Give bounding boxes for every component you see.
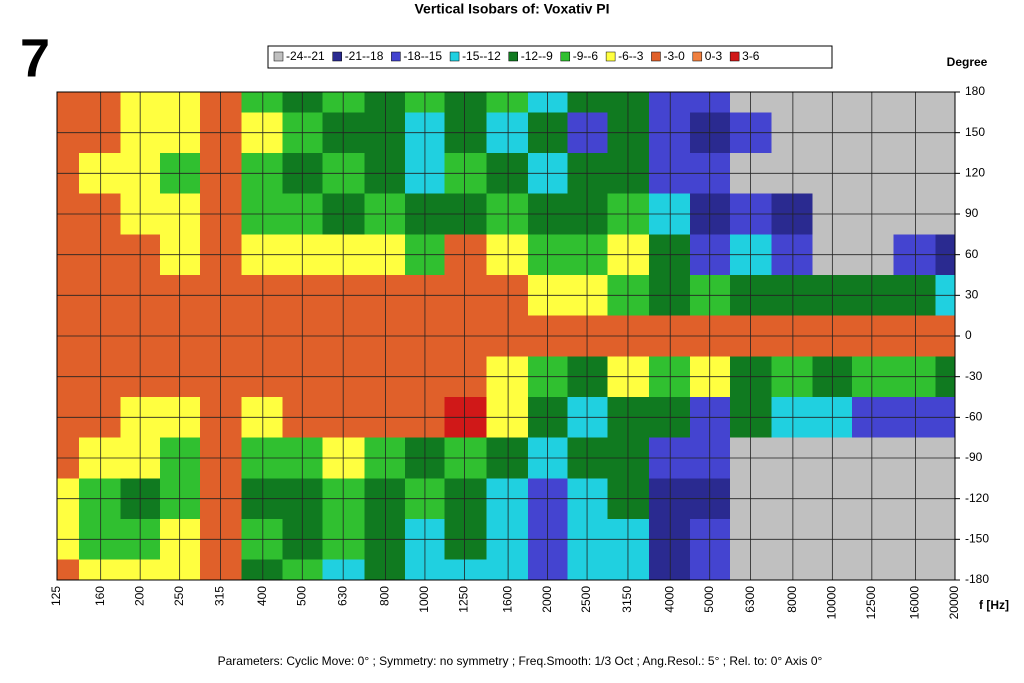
contour-cell xyxy=(935,559,955,580)
contour-cell xyxy=(935,92,955,113)
legend-swatch xyxy=(449,51,460,62)
y-tick-label: 180 xyxy=(965,84,985,98)
legend-label: 3-6 xyxy=(742,49,760,63)
x-tick-label: 250 xyxy=(172,586,186,606)
contour-cell xyxy=(771,559,813,580)
y-tick-label: -90 xyxy=(965,450,983,464)
contour-cell xyxy=(893,92,936,113)
legend-swatch xyxy=(560,51,571,62)
legend-box xyxy=(267,45,833,69)
legend-swatch xyxy=(651,51,661,62)
legend-label: -15--12 xyxy=(462,49,501,63)
y-tick-label: 0 xyxy=(965,328,972,342)
x-tick-label: 125 xyxy=(49,586,63,606)
contour-cell xyxy=(852,92,894,113)
x-tick-label: 3150 xyxy=(620,586,634,613)
x-tick-label: 6300 xyxy=(743,586,757,613)
contour-cell xyxy=(241,92,283,113)
contour-cell xyxy=(78,92,121,113)
x-tick-label: 160 xyxy=(93,586,107,606)
y-tick-label: -120 xyxy=(965,491,989,505)
legend-label: -24--21 xyxy=(286,49,325,63)
y-tick-label: -150 xyxy=(965,532,989,546)
legend-label: -9--6 xyxy=(573,49,599,63)
legend-label: -21--18 xyxy=(345,49,384,63)
x-tick-label: 315 xyxy=(213,586,227,606)
x-tick-label: 8000 xyxy=(785,586,799,613)
legend-swatch xyxy=(273,51,284,62)
x-tick-label: 10000 xyxy=(825,586,839,620)
x-tick-label: 20000 xyxy=(947,586,961,620)
y-tick-label: 60 xyxy=(965,247,979,261)
x-tick-label: 630 xyxy=(335,586,349,606)
x-tick-label: 16000 xyxy=(908,586,922,620)
legend-swatch xyxy=(332,51,342,62)
x-tick-label: 500 xyxy=(294,586,308,606)
x-tick-label: 5000 xyxy=(702,586,716,613)
contour-cell xyxy=(57,92,79,113)
contour-cell xyxy=(649,92,690,113)
legend-label: -18--15 xyxy=(403,49,442,63)
legend-label: 0-3 xyxy=(705,49,723,63)
x-tick-label: 800 xyxy=(378,586,392,606)
contour-cell xyxy=(444,559,487,580)
y-tick-label: 30 xyxy=(965,288,979,302)
x-tick-label: 2000 xyxy=(540,586,554,613)
y-tick-label: 150 xyxy=(965,125,985,139)
footer: Parameters: Cyclic Move: 0° ; Symmetry: … xyxy=(218,654,823,668)
x-tick-label: 2500 xyxy=(579,586,593,613)
legend-swatch xyxy=(391,51,401,62)
x-tick-label: 12500 xyxy=(864,586,878,620)
chart-title: Vertical Isobars of: Voxativ PI xyxy=(414,1,609,17)
plot-frame xyxy=(56,91,956,581)
x-tick-label: 200 xyxy=(132,586,146,606)
contour-cell xyxy=(486,559,528,580)
contour-cell xyxy=(852,559,894,580)
contour-cell xyxy=(364,92,406,113)
contour-cell xyxy=(57,559,79,580)
y-tick-label: 90 xyxy=(965,206,979,220)
x-tick-label: 1600 xyxy=(500,586,514,613)
contour-cell xyxy=(364,559,406,580)
contour-cell xyxy=(893,559,936,580)
legend-label: -12--9 xyxy=(521,49,553,63)
x-tick-label: 400 xyxy=(255,586,269,606)
y-tick-label: -180 xyxy=(965,572,989,586)
legend-label: -3-0 xyxy=(663,49,685,63)
y-tick-label: -30 xyxy=(965,369,983,383)
x-tick-label: 4000 xyxy=(662,586,676,613)
x-tick-label: 1250 xyxy=(457,586,471,613)
legend-swatch xyxy=(508,51,518,62)
y-tick-label: 120 xyxy=(965,166,985,180)
contour-cell xyxy=(444,92,487,113)
x-tick-label: 1000 xyxy=(417,586,431,613)
y-axis-label: Degree xyxy=(947,55,988,69)
contour-cell xyxy=(771,92,813,113)
legend-label: -6--3 xyxy=(618,49,644,63)
figure-number: 7 xyxy=(20,28,50,88)
legend-swatch xyxy=(729,51,740,62)
contour-cell xyxy=(486,92,528,113)
contour-cell xyxy=(241,559,283,580)
y-tick-label: -60 xyxy=(965,410,983,424)
x-axis-label: f [Hz] xyxy=(979,598,1009,612)
legend-swatch xyxy=(692,51,703,62)
legend-swatch xyxy=(605,51,616,62)
contour-cell xyxy=(78,559,121,580)
contour-cell xyxy=(649,559,690,580)
